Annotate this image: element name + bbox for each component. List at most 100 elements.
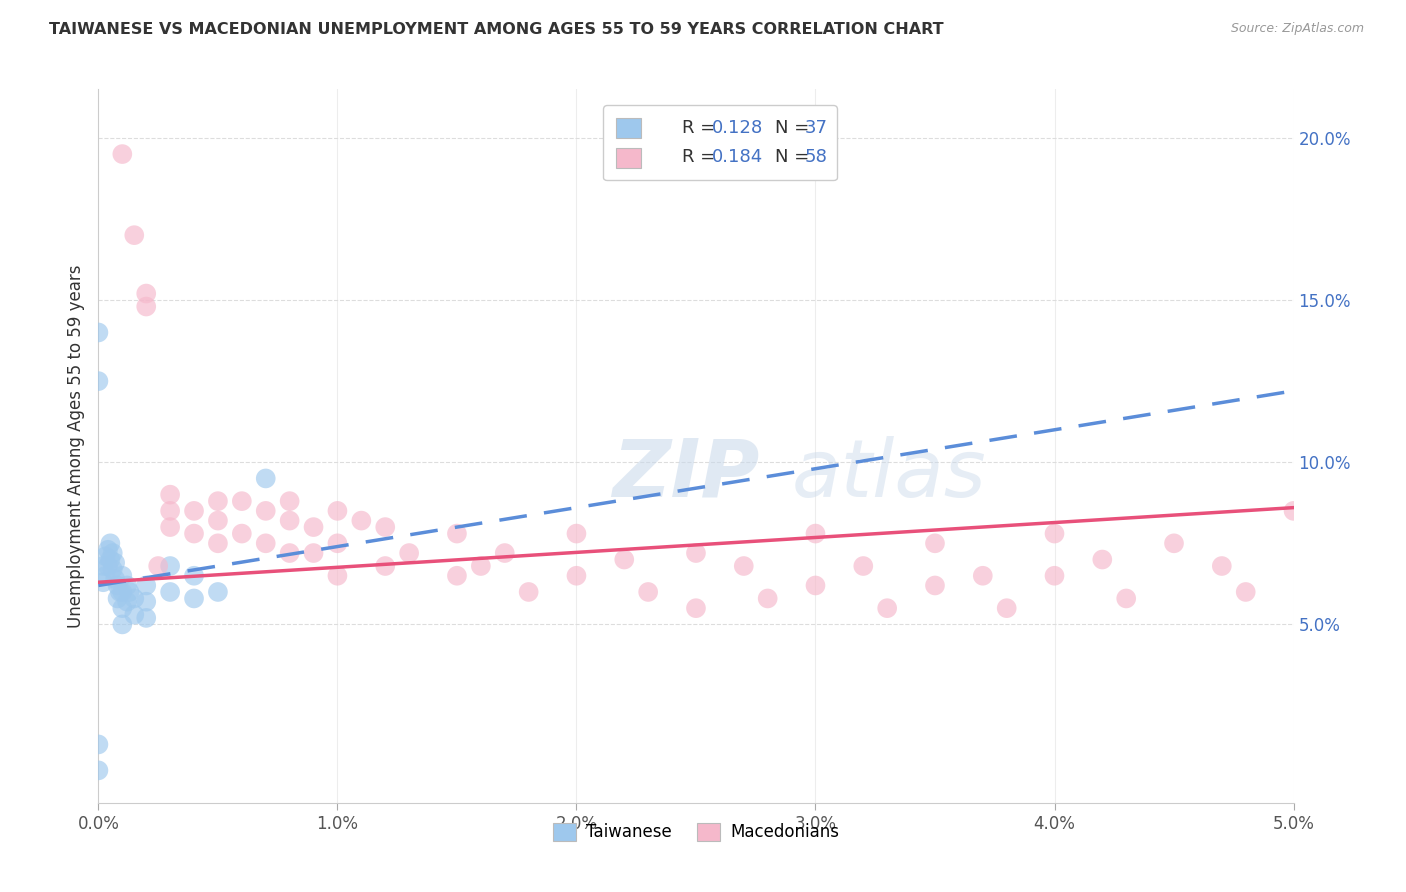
- Point: [87, 374, 110, 388]
- Point: [91, 575, 114, 590]
- Point: [733, 559, 755, 574]
- Point: [1282, 504, 1305, 518]
- Point: [278, 494, 301, 508]
- Point: [111, 601, 134, 615]
- Point: [159, 559, 181, 574]
- Point: [135, 611, 157, 625]
- Point: [111, 617, 134, 632]
- Point: [804, 578, 827, 592]
- Point: [231, 526, 253, 541]
- Point: [924, 536, 946, 550]
- Text: 0.184: 0.184: [711, 148, 763, 166]
- Y-axis label: Unemployment Among Ages 55 to 59 years: Unemployment Among Ages 55 to 59 years: [66, 264, 84, 628]
- Text: TAIWANESE VS MACEDONIAN UNEMPLOYMENT AMONG AGES 55 TO 59 YEARS CORRELATION CHART: TAIWANESE VS MACEDONIAN UNEMPLOYMENT AMO…: [49, 22, 943, 37]
- Point: [302, 520, 325, 534]
- Point: [101, 562, 124, 576]
- Point: [124, 228, 146, 243]
- Point: [1163, 536, 1185, 550]
- Point: [135, 578, 157, 592]
- Point: [107, 591, 129, 606]
- Point: [231, 494, 253, 508]
- Point: [159, 520, 181, 534]
- Point: [87, 764, 110, 778]
- Point: [111, 585, 134, 599]
- Text: N =: N =: [775, 120, 815, 137]
- Point: [98, 552, 122, 566]
- Legend: Taiwanese, Macedonians: Taiwanese, Macedonians: [546, 816, 846, 848]
- Point: [374, 559, 396, 574]
- Point: [374, 520, 396, 534]
- Point: [756, 591, 779, 606]
- Point: [852, 559, 875, 574]
- Point: [804, 526, 827, 541]
- Point: [98, 536, 122, 550]
- Point: [278, 514, 301, 528]
- Point: [326, 504, 349, 518]
- Point: [637, 585, 659, 599]
- Point: [159, 488, 181, 502]
- Point: [207, 585, 229, 599]
- Point: [159, 585, 181, 599]
- Point: [94, 549, 117, 564]
- Text: 58: 58: [804, 148, 828, 166]
- Point: [107, 578, 129, 592]
- Point: [1115, 591, 1137, 606]
- Point: [470, 559, 492, 574]
- Point: [278, 546, 301, 560]
- Point: [115, 578, 138, 592]
- Point: [1234, 585, 1257, 599]
- Point: [685, 601, 707, 615]
- Text: Source: ZipAtlas.com: Source: ZipAtlas.com: [1230, 22, 1364, 36]
- Point: [446, 568, 468, 582]
- Point: [87, 738, 110, 752]
- Point: [207, 494, 229, 508]
- Point: [104, 556, 127, 570]
- Point: [87, 326, 110, 340]
- Point: [111, 568, 134, 582]
- Point: [326, 568, 349, 582]
- Point: [995, 601, 1018, 615]
- Text: N =: N =: [775, 148, 815, 166]
- Point: [135, 595, 157, 609]
- Point: [159, 504, 181, 518]
- Point: [183, 568, 205, 582]
- Point: [1043, 568, 1066, 582]
- Point: [135, 300, 157, 314]
- Point: [183, 504, 205, 518]
- Point: [972, 568, 994, 582]
- Point: [613, 552, 636, 566]
- Point: [91, 559, 114, 574]
- Text: 37: 37: [804, 120, 828, 137]
- Point: [685, 546, 707, 560]
- Point: [97, 542, 120, 557]
- Point: [254, 471, 277, 485]
- Point: [101, 546, 124, 560]
- Point: [148, 559, 170, 574]
- Text: atlas: atlas: [792, 435, 987, 514]
- Point: [94, 568, 117, 582]
- Text: R =: R =: [682, 120, 721, 137]
- Point: [183, 526, 205, 541]
- Point: [494, 546, 516, 560]
- Point: [207, 514, 229, 528]
- Point: [207, 536, 229, 550]
- Point: [115, 595, 138, 609]
- Text: 0.128: 0.128: [711, 120, 763, 137]
- Point: [135, 286, 157, 301]
- Point: [254, 504, 277, 518]
- Point: [1211, 559, 1233, 574]
- Point: [183, 591, 205, 606]
- Point: [124, 591, 146, 606]
- Point: [118, 585, 141, 599]
- Point: [1091, 552, 1114, 566]
- Point: [517, 585, 540, 599]
- Point: [124, 607, 146, 622]
- Point: [326, 536, 349, 550]
- Point: [1043, 526, 1066, 541]
- Point: [254, 536, 277, 550]
- Text: R =: R =: [682, 148, 721, 166]
- Point: [876, 601, 898, 615]
- Text: ZIP: ZIP: [613, 435, 759, 514]
- Point: [446, 526, 468, 541]
- Point: [350, 514, 373, 528]
